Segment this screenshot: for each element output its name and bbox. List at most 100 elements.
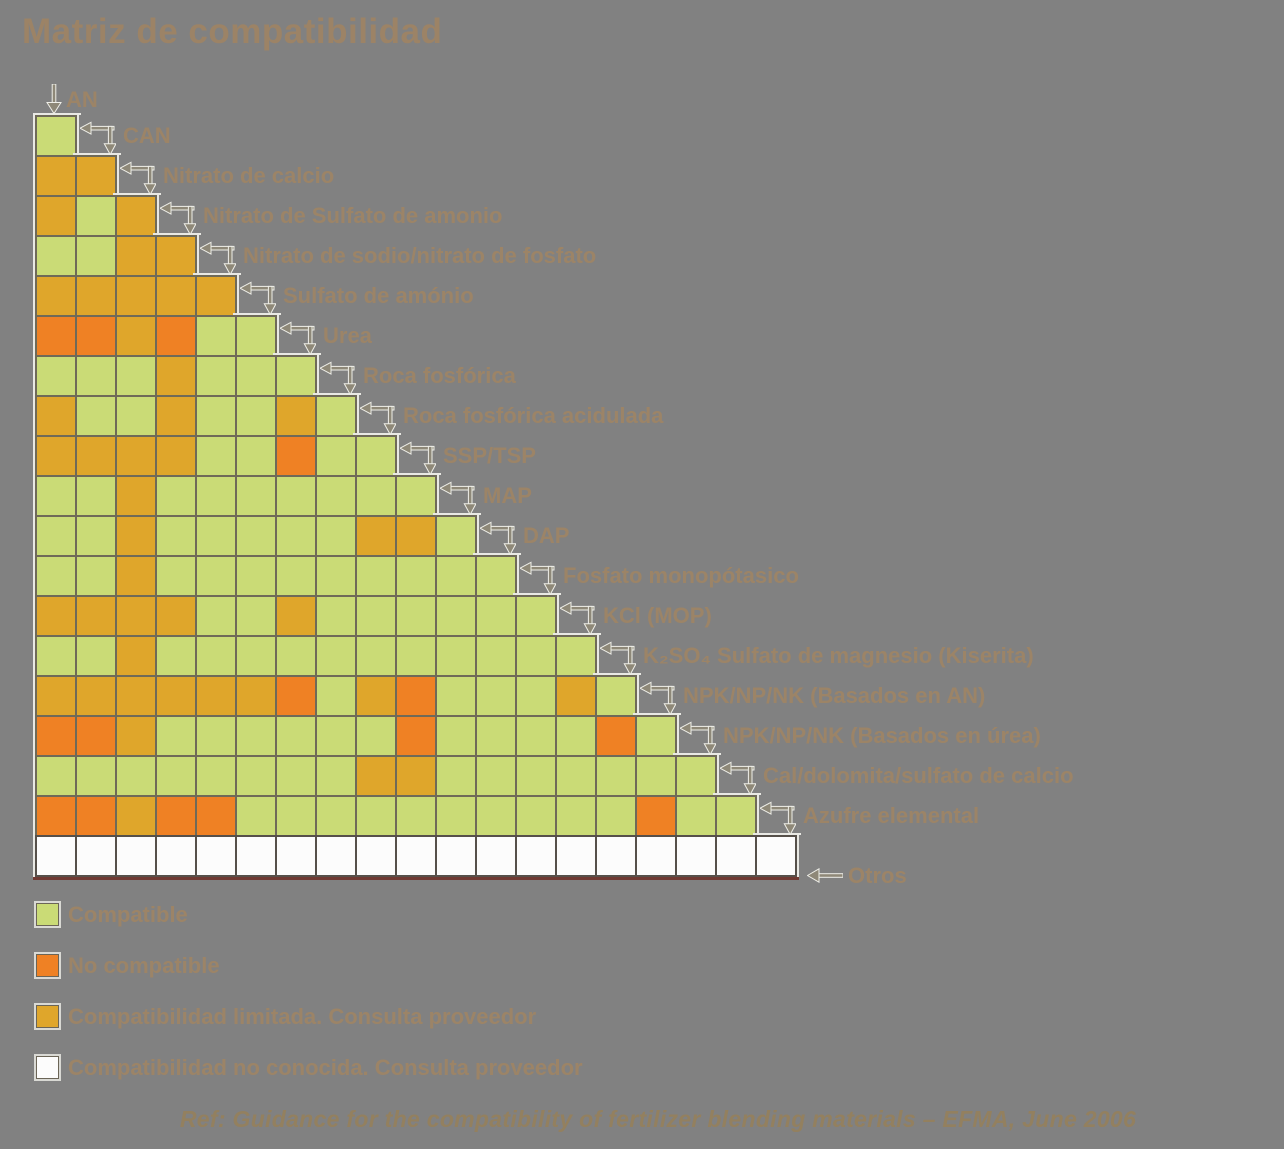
- stair-edge: [317, 353, 319, 399]
- matrix-cell-r9-c2: [75, 435, 117, 477]
- matrix-cell-r11-c9: [355, 515, 397, 557]
- stair-edge: [157, 193, 159, 239]
- matrix-cell-r18-c10: [395, 795, 437, 837]
- stair-edge: [513, 593, 561, 595]
- stair-edge: [357, 393, 359, 439]
- matrix-cell-r19-c18: [715, 835, 757, 877]
- substance-label-nitrato-de-sodio-nitrato-de-fosfato: Nitrato de sodio/nitrato de fosfato: [243, 243, 597, 268]
- matrix-cell-r18-c14: [555, 795, 597, 837]
- matrix-cell-r4-c3: [115, 235, 157, 277]
- stair-edge: [277, 313, 279, 359]
- matrix-cell-r15-c13: [515, 675, 557, 717]
- matrix-cell-r9-c7: [275, 435, 317, 477]
- matrix-cell-r16-c3: [115, 715, 157, 757]
- matrix-cell-r14-c14: [555, 635, 597, 677]
- matrix-cell-r10-c10: [395, 475, 437, 517]
- matrix-cell-r17-c4: [155, 755, 197, 797]
- matrix-cell-r5-c2: [75, 275, 117, 317]
- matrix-cell-r17-c8: [315, 755, 357, 797]
- matrix-cell-r14-c10: [395, 635, 437, 677]
- matrix-cell-r9-c6: [235, 435, 277, 477]
- matrix-cell-r17-c1: [35, 755, 77, 797]
- matrix-cell-r6-c6: [235, 315, 277, 357]
- matrix-cell-r18-c18: [715, 795, 757, 837]
- matrix-cell-r8-c7: [275, 395, 317, 437]
- matrix-cell-r19-c1: [35, 835, 77, 877]
- matrix-cell-r19-c17: [675, 835, 717, 877]
- bent-arrow-icon: [518, 559, 557, 600]
- matrix-cell-r19-c8: [315, 835, 357, 877]
- matrix-cell-r17-c17: [675, 755, 717, 797]
- matrix-cell-r13-c11: [435, 595, 477, 637]
- matrix-cell-r6-c3: [115, 315, 157, 357]
- matrix-cell-r7-c7: [275, 355, 317, 397]
- stair-edge: [637, 673, 639, 719]
- stair-edge: [757, 793, 759, 839]
- matrix-cell-r10-c4: [155, 475, 197, 517]
- bent-arrow-icon: [78, 119, 117, 160]
- matrix-cell-r15-c12: [475, 675, 517, 717]
- matrix-cell-r19-c6: [235, 835, 277, 877]
- matrix-cell-r18-c13: [515, 795, 557, 837]
- matrix-cell-r12-c7: [275, 555, 317, 597]
- matrix-cell-r10-c5: [195, 475, 237, 517]
- bent-arrow-icon: [758, 799, 797, 840]
- matrix-cell-r3-c2: [75, 195, 117, 237]
- matrix-cell-r7-c2: [75, 355, 117, 397]
- matrix-cell-r17-c6: [235, 755, 277, 797]
- matrix-cell-r16-c6: [235, 715, 277, 757]
- matrix-cell-r14-c5: [195, 635, 237, 677]
- matrix-cell-r14-c2: [75, 635, 117, 677]
- substance-label-npk-np-nk-basados-en-rea: NPK/NP/NK (Basados en úrea): [723, 723, 1041, 748]
- matrix-cell-r19-c9: [355, 835, 397, 877]
- matrix-cell-r11-c1: [35, 515, 77, 557]
- bent-arrow-icon: [318, 359, 357, 400]
- matrix-cell-r16-c8: [315, 715, 357, 757]
- stair-edge: [33, 113, 35, 877]
- matrix-cell-r17-c11: [435, 755, 477, 797]
- stair-edge: [717, 753, 719, 799]
- legend-swatch-no-compatible: [34, 952, 61, 979]
- matrix-cell-r8-c8: [315, 395, 357, 437]
- matrix-cell-r11-c4: [155, 515, 197, 557]
- matrix-cell-r14-c13: [515, 635, 557, 677]
- matrix-cell-r8-c6: [235, 395, 277, 437]
- matrix-cell-r12-c11: [435, 555, 477, 597]
- legend-label-compatibilidad-no-conocida-consulta-proveedor: Compatibilidad no conocida. Consulta pro…: [68, 1055, 583, 1080]
- stair-edge: [593, 673, 641, 675]
- substance-label-can: CAN: [123, 123, 171, 148]
- stair-edge: [153, 233, 201, 235]
- substance-label-fosfato-monop-tasico: Fosfato monopótasico: [563, 563, 799, 588]
- matrix-cell-r17-c5: [195, 755, 237, 797]
- matrix-cell-r19-c10: [395, 835, 437, 877]
- bent-arrow-icon: [558, 599, 597, 640]
- matrix-cell-r11-c6: [235, 515, 277, 557]
- legend-label-no-compatible: No compatible: [68, 953, 220, 978]
- matrix-cell-r10-c7: [275, 475, 317, 517]
- legend-swatch-compatible: [34, 901, 61, 928]
- stair-edge: [117, 153, 119, 199]
- matrix-cell-r13-c8: [315, 595, 357, 637]
- matrix-cell-r15-c2: [75, 675, 117, 717]
- matrix-cell-r15-c8: [315, 675, 357, 717]
- substance-label-k-so-sulfato-de-magnesio-kiserita: K₂SO₄ Sulfato de magnesio (Kiserita): [643, 643, 1034, 668]
- bent-arrow-icon: [278, 319, 317, 360]
- matrix-cell-r14-c1: [35, 635, 77, 677]
- matrix-cell-r18-c2: [75, 795, 117, 837]
- matrix-cell-r14-c3: [115, 635, 157, 677]
- matrix-bottom-line: [33, 877, 799, 880]
- matrix-cell-r11-c2: [75, 515, 117, 557]
- matrix-cell-r13-c7: [275, 595, 317, 637]
- matrix-cell-r16-c2: [75, 715, 117, 757]
- matrix-cell-r18-c5: [195, 795, 237, 837]
- legend-label-compatibilidad-limitada-consulta-proveedor: Compatibilidad limitada. Consulta provee…: [68, 1004, 537, 1029]
- matrix-cell-r15-c3: [115, 675, 157, 717]
- matrix-cell-r15-c10: [395, 675, 437, 717]
- substance-label-sulfato-de-am-nio: Sulfato de amónio: [283, 283, 474, 308]
- stair-edge: [517, 553, 519, 599]
- reference-note: Ref: Guidance for the compatibility of f…: [179, 1106, 1137, 1132]
- matrix-cell-r17-c15: [595, 755, 637, 797]
- matrix-cell-r13-c4: [155, 595, 197, 637]
- matrix-cell-r15-c5: [195, 675, 237, 717]
